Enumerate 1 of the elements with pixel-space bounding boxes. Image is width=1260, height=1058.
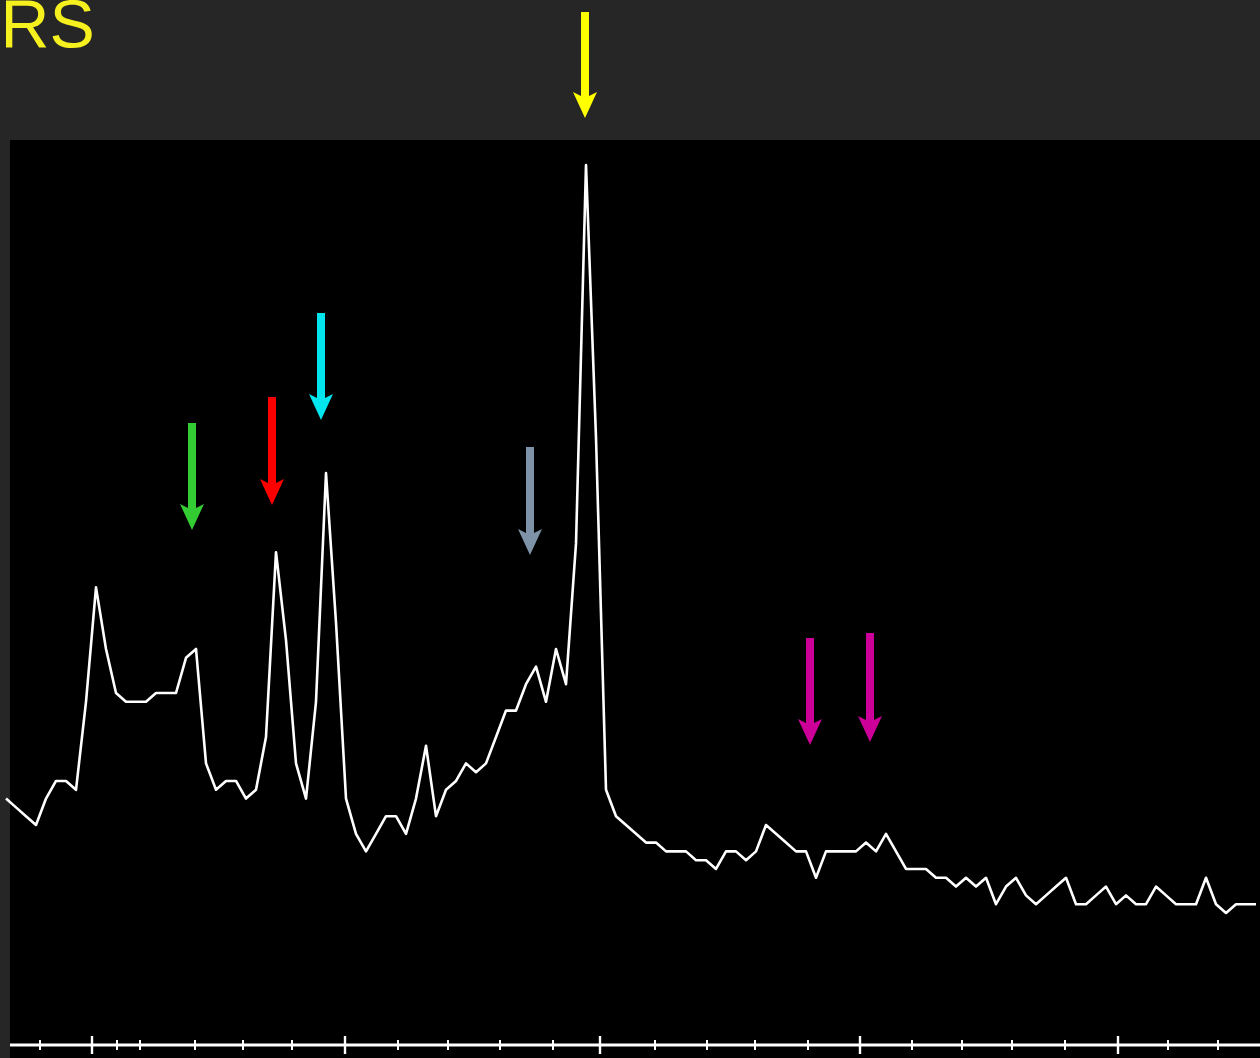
- chart-title: RS: [5, 0, 92, 49]
